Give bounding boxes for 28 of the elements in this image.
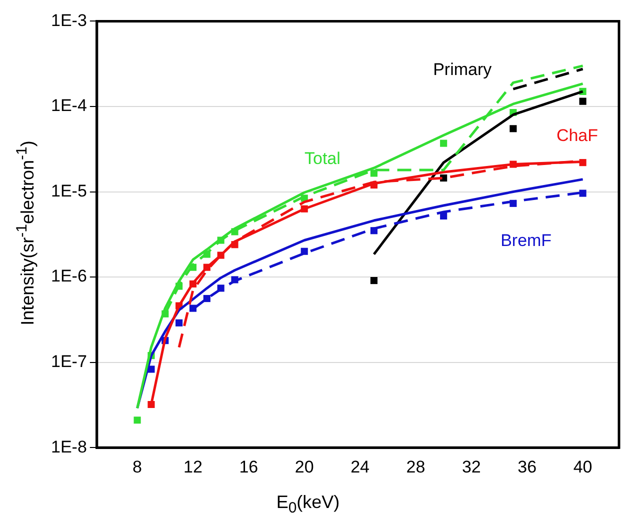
x-axis-title: E$_{0}$(keV) — [276, 492, 340, 517]
annotation: BremF — [500, 230, 552, 250]
x-tick-label: 36 — [518, 457, 537, 476]
y-tick-label: 1E-8 — [50, 437, 87, 456]
annotation: ChaF — [556, 126, 598, 146]
point — [510, 125, 517, 132]
y-tick-label: 1E-7 — [50, 352, 87, 372]
x-tick-label: 24 — [350, 457, 370, 476]
y-tick-label: 1E-6 — [50, 266, 87, 286]
point — [370, 277, 378, 284]
point — [579, 98, 586, 105]
y-tick-label: 1E-3 — [50, 10, 87, 30]
x-tick-label: 40 — [573, 457, 592, 476]
point — [176, 319, 183, 326]
annotation: Primary — [433, 60, 492, 79]
annotation: Total — [304, 149, 340, 168]
x-tick-label: 20 — [294, 457, 314, 476]
x-tick-label: 32 — [462, 457, 481, 476]
y-tick-label: 1E-4 — [50, 96, 87, 116]
x-tick-label: 8 — [132, 457, 142, 476]
point — [134, 416, 141, 424]
y-tick-label: 1E-5 — [50, 181, 87, 200]
x-tick-label: 12 — [184, 457, 202, 476]
point — [579, 190, 586, 197]
x-tick-label: 28 — [406, 457, 426, 476]
point — [203, 294, 210, 302]
x-tick-label: 16 — [239, 457, 258, 476]
point — [440, 140, 448, 147]
